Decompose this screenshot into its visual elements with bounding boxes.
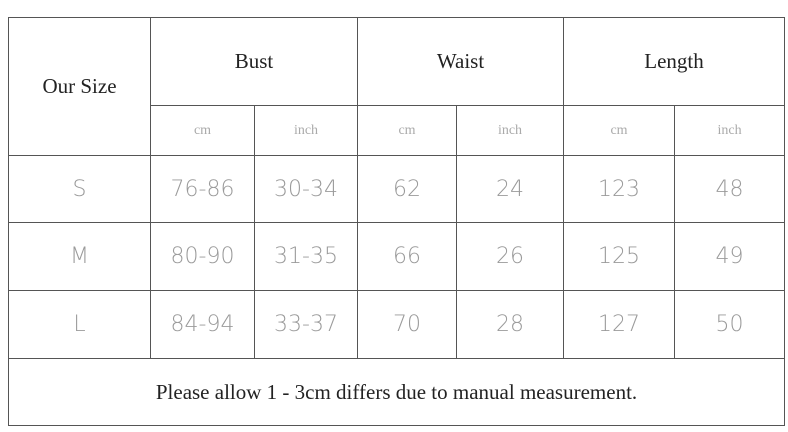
measure-cell: 26 (456, 222, 565, 291)
data-row: S 76-86 30-34 62 24 123 48 (8, 155, 786, 223)
group-header: Length (563, 17, 786, 106)
note: Please allow 1 - 3cm differs due to manu… (7, 358, 786, 426)
unit-header: inch (674, 105, 786, 156)
size-cell: S (8, 155, 151, 223)
measure-cell: 31-35 (253, 222, 359, 291)
measure-cell: 125 (563, 222, 676, 291)
unit-header: cm (357, 105, 458, 156)
unit-header: cm (150, 105, 255, 156)
measure-cell: 127 (563, 290, 676, 359)
measure-cell: 49 (674, 222, 786, 291)
note-row: Please allow 1 - 3cm differs due to manu… (7, 358, 786, 426)
measure-cell: 48 (674, 155, 786, 223)
measure-cell: 50 (674, 290, 786, 359)
measure-cell: 62 (357, 155, 458, 223)
data-row: L 84-94 33-37 70 28 127 50 (8, 290, 786, 359)
measure-cell: 24 (456, 155, 565, 223)
header-row: Our Size Bust Waist Length (8, 17, 786, 156)
measure-cell: 76-86 (150, 155, 255, 223)
group-header: Waist (357, 17, 565, 106)
size-cell: L (8, 290, 151, 359)
measure-cell: 30-34 (253, 155, 359, 223)
unit-header: inch (456, 105, 565, 156)
measure-cell: 123 (563, 155, 676, 223)
measure-cell: 28 (456, 290, 565, 359)
measure-cell: 80-90 (150, 222, 255, 291)
unit-header: cm (563, 105, 676, 156)
size-header: Our Size (8, 17, 151, 156)
measure-cell: 84-94 (150, 290, 255, 359)
size-table: Our Size Bust Waist Length cm inch cm inch c… (7, 17, 786, 426)
unit-header: inch (253, 105, 359, 156)
table-body: Our Size Bust Waist Length cm inch cm inch c… (7, 17, 786, 426)
data-row: M 80-90 31-35 66 26 125 49 (8, 222, 786, 291)
unit-row: cm inch cm inch cm inch (9, 105, 786, 156)
group-header: Bust (149, 17, 359, 106)
measure-cell: 66 (357, 222, 458, 291)
measure-cell: 33-37 (253, 290, 359, 359)
measure-cell: 70 (357, 290, 458, 359)
size-cell: M (8, 222, 151, 291)
